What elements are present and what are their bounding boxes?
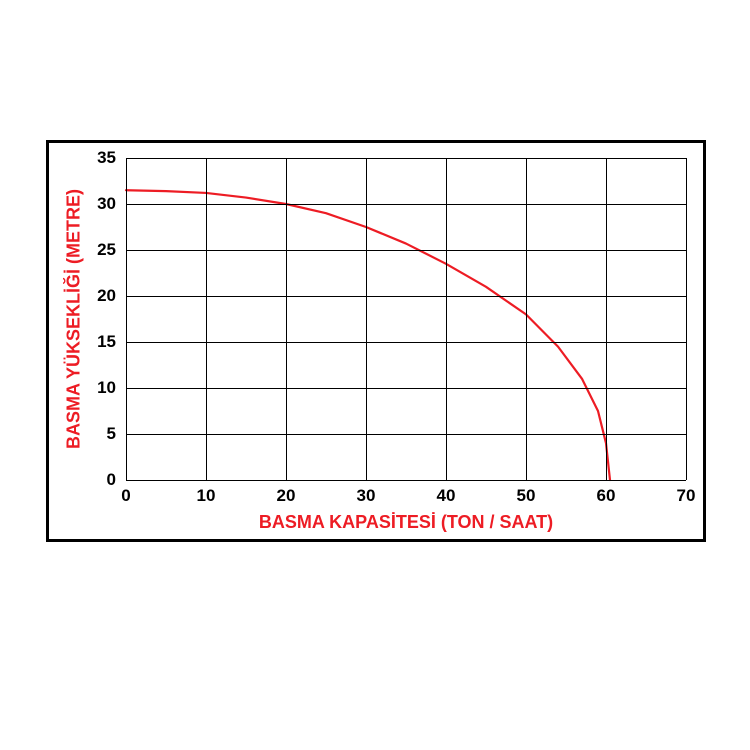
grid-line-vertical [606, 158, 607, 480]
grid-line-vertical [686, 158, 687, 480]
grid-line-vertical [286, 158, 287, 480]
grid-line-horizontal [126, 296, 686, 297]
grid-line-vertical [526, 158, 527, 480]
x-tick-label: 30 [357, 486, 376, 506]
grid-line-horizontal [126, 204, 686, 205]
x-tick-label: 70 [677, 486, 696, 506]
grid-line-horizontal [126, 480, 686, 481]
grid-line-vertical [366, 158, 367, 480]
x-tick-label: 40 [437, 486, 456, 506]
y-tick-label: 10 [97, 378, 116, 398]
x-tick-label: 20 [277, 486, 296, 506]
grid-line-horizontal [126, 388, 686, 389]
y-tick-label: 15 [97, 332, 116, 352]
grid-line-vertical [126, 158, 127, 480]
grid-line-horizontal [126, 434, 686, 435]
y-tick-label: 35 [97, 148, 116, 168]
grid-line-horizontal [126, 250, 686, 251]
grid-line-vertical [446, 158, 447, 480]
y-tick-label: 25 [97, 240, 116, 260]
y-tick-label: 5 [107, 424, 116, 444]
x-tick-label: 50 [517, 486, 536, 506]
x-axis-label: BASMA KAPASİTESİ (TON / SAAT) [259, 512, 553, 533]
y-tick-label: 0 [107, 470, 116, 490]
grid-line-horizontal [126, 342, 686, 343]
grid-line-vertical [206, 158, 207, 480]
chart-canvas: 0 10 20 30 40 50 60 70 0 5 10 15 20 25 30 35 BASMA YÜK… [0, 0, 750, 750]
plot-area [126, 158, 686, 480]
y-axis-label: BASMA YÜKSEKLİĞİ (METRE) [64, 189, 85, 449]
grid-line-horizontal [126, 158, 686, 159]
pump-curve [126, 158, 686, 480]
x-tick-label: 10 [197, 486, 216, 506]
y-tick-label: 30 [97, 194, 116, 214]
x-tick-label: 60 [597, 486, 616, 506]
x-tick-label: 0 [121, 486, 130, 506]
y-tick-label: 20 [97, 286, 116, 306]
